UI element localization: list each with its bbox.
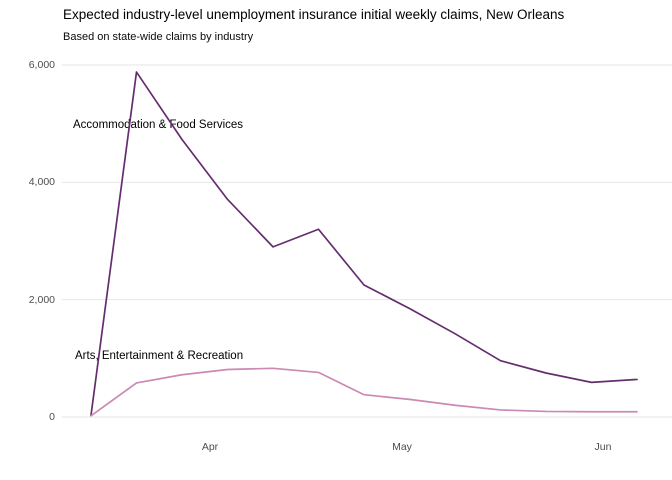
series-lines [90, 71, 638, 417]
y-tick-label: 2,000 [28, 293, 55, 306]
y-tick-label: 0 [49, 411, 55, 423]
chart-subtitle: Based on state-wide claims by industry [63, 31, 254, 43]
series-label-arts-entertainment-recreation: Arts, Entertainment & Recreation [75, 350, 244, 362]
series-line-accommodation-food-services [90, 71, 638, 417]
x-tick-label: May [392, 441, 412, 453]
x-tick-label: Apr [201, 441, 219, 453]
series-line-arts-entertainment-recreation [90, 367, 638, 417]
y-tick-label: 6,000 [28, 59, 55, 71]
series-label-accommodation-food-services: Accommodation & Food Services [73, 119, 244, 131]
x-tick-label: Jun [594, 441, 612, 453]
gridlines [62, 64, 672, 418]
y-tick-label: 4,000 [28, 176, 55, 189]
chart-title: Expected industry-level unemployment ins… [63, 7, 565, 22]
